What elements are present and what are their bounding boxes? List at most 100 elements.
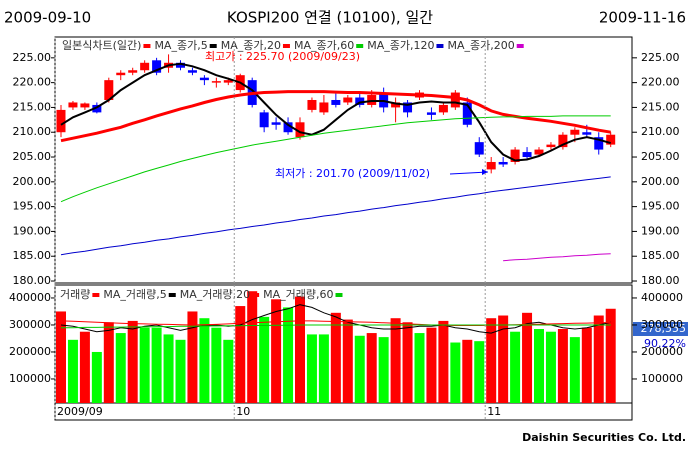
volume-bar [498, 315, 509, 403]
legend-label: 일본식차트(일간) [62, 38, 141, 52]
volume-bar [366, 333, 377, 403]
annotation-arrow [449, 171, 489, 175]
y2-tick-label: 400000 [641, 291, 683, 304]
y2-tick-label: 215.00 [641, 100, 680, 113]
y-tick-label: 210.00 [13, 125, 52, 138]
candle-body [486, 161, 496, 170]
volume-bar [211, 327, 222, 403]
volume-bar [569, 337, 580, 403]
x-tick-label: 11 [487, 405, 501, 418]
legend-label: MA_종가,200 [447, 39, 514, 52]
candle-body [68, 102, 78, 108]
ma-line [60, 304, 611, 334]
volume-bar [163, 334, 174, 403]
legend-label: MA_종가,60 [294, 39, 354, 52]
volume-bar [426, 327, 437, 403]
volume-bar [438, 320, 449, 403]
volume-bar [235, 306, 246, 403]
ma-line [61, 324, 611, 329]
y2-tick-label: 225.00 [641, 51, 680, 64]
candle-body [199, 77, 209, 81]
volume-bar [103, 322, 114, 403]
volume-bar [127, 320, 138, 403]
legend-label: MA_종가,20 [221, 39, 281, 52]
y2-tick-label: 180.00 [641, 274, 680, 287]
y-tick-label: 205.00 [13, 150, 52, 163]
price-panel [54, 36, 633, 284]
volume-bar [79, 331, 90, 403]
y-tick-label: 400000 [9, 291, 51, 304]
volume-bar [605, 308, 616, 403]
volume-bar [91, 351, 102, 403]
candle-body [295, 122, 305, 138]
volume-bar [199, 318, 210, 403]
volume-bar [557, 329, 568, 403]
candle-body [259, 112, 269, 128]
volume-bar [486, 318, 497, 403]
footer: Daishin Securities Co. Ltd. [522, 431, 686, 444]
legend-swatch [92, 293, 100, 297]
candle-body [116, 72, 126, 76]
candle-body [450, 92, 460, 108]
volume-bar [342, 319, 353, 403]
y2-tick-label: 205.00 [641, 150, 680, 163]
y-tick-label: 185.00 [13, 249, 52, 262]
volume-bar [581, 327, 592, 403]
volume-bar [271, 299, 282, 403]
candle-body [187, 70, 197, 73]
candle-body [594, 137, 604, 150]
candle-body [343, 97, 353, 103]
legend-label: MA_거래량,60 [263, 288, 333, 301]
y-tick-label: 200.00 [13, 175, 52, 188]
legend-swatch [252, 293, 260, 297]
candle-body [606, 134, 616, 145]
candle-body [498, 161, 508, 165]
x-tick-label: 10 [236, 405, 250, 418]
y-tick-label: 300000 [9, 318, 51, 331]
start-date: 2009-09-10 [4, 9, 91, 27]
volume-bar [56, 311, 66, 403]
legend-swatch [516, 44, 524, 48]
volume-bar [187, 311, 198, 403]
volume-bar [306, 334, 317, 403]
legend-swatch [143, 44, 151, 48]
y2-tick-label: 220.00 [641, 76, 680, 89]
candle-body [426, 112, 436, 115]
volume-bar [593, 315, 604, 403]
y-tick-label: 180.00 [13, 274, 52, 287]
y-tick-label: 195.00 [13, 200, 52, 213]
y2-tick-label: 200.00 [641, 175, 680, 188]
candle-body [510, 149, 520, 162]
y-tick-label: 220.00 [13, 76, 52, 89]
volume-bar [247, 291, 258, 403]
volume-bar [534, 329, 544, 403]
y2-tick-label: 200000 [641, 345, 683, 358]
y2-tick-label: 190.00 [641, 224, 680, 237]
legend-label: MA_종가,5 [154, 39, 207, 52]
x-tick-label: 2009/09 [57, 405, 103, 418]
candle-body [283, 122, 293, 133]
candle-body [152, 60, 162, 73]
end-date: 2009-11-16 [599, 9, 686, 27]
ratio-value: 90.22% [644, 337, 686, 350]
candle-body [128, 70, 138, 73]
last-box [633, 322, 688, 336]
candle-body [80, 103, 90, 108]
y-tick-label: 215.00 [13, 100, 52, 113]
ma-line [60, 62, 611, 162]
volume-bar [474, 341, 485, 403]
volume-bar [522, 312, 533, 403]
volume-bar [378, 337, 389, 403]
legend-label: MA_거래량,5 [103, 288, 166, 301]
legend-swatch [282, 44, 290, 48]
chart-title: KOSPI200 연결 (10100), 일간 [227, 9, 433, 27]
volume-bar [402, 322, 413, 403]
low-annotation: 최저가 : 201.70 (2009/11/02) [275, 167, 430, 180]
volume-bar [545, 331, 556, 403]
candle-body [140, 62, 150, 71]
legend-label: MA_거래량,20 [180, 288, 250, 301]
candle-body [56, 109, 66, 133]
high-annotation: 최고가 : 225.70 (2009/09/23) [205, 50, 360, 63]
volume-bar [67, 339, 78, 403]
